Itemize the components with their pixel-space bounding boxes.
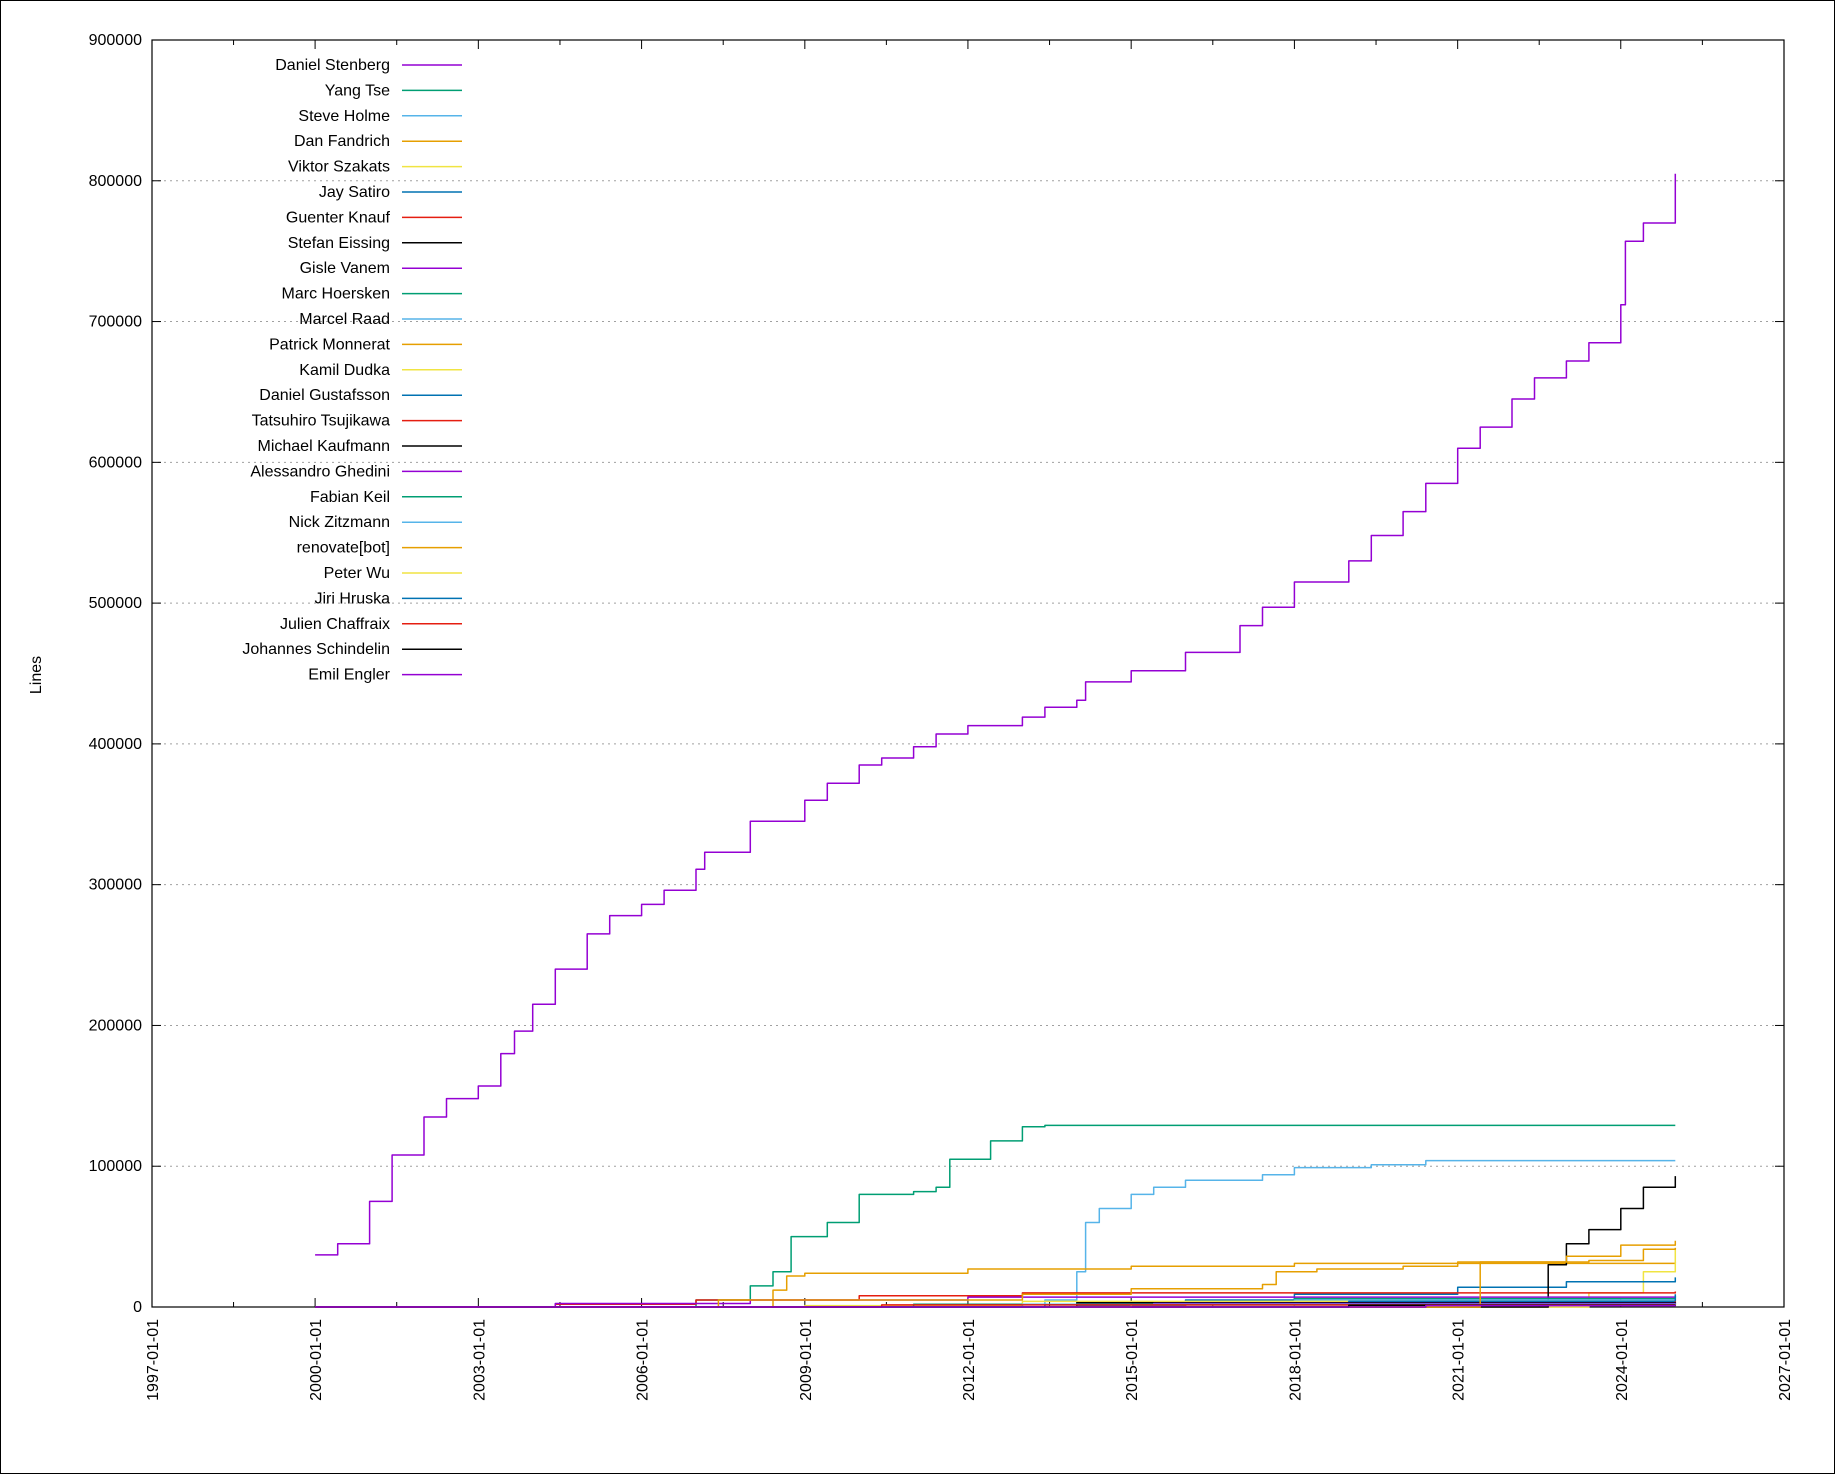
legend-label: Jay Satiro <box>319 184 390 201</box>
legend-label: Steve Holme <box>298 108 390 125</box>
legend: Daniel Stenberg Yang Tse Steve Holme Dan Fa… <box>242 57 462 684</box>
legend-label: renovate[bot] <box>297 540 390 557</box>
y-tick-label: 300000 <box>89 877 142 894</box>
legend-label: Nick Zitzmann <box>289 514 390 531</box>
y-tick-label: 200000 <box>89 1017 142 1034</box>
legend-label: Johannes Schindelin <box>242 641 390 658</box>
legend-label: Viktor Szakats <box>288 159 390 176</box>
y-tick-label: 600000 <box>89 454 142 471</box>
y-tick-label: 400000 <box>89 736 142 753</box>
x-tick-label: 2003-01-01 <box>471 1319 488 1401</box>
x-tick-label: 2015-01-01 <box>1124 1319 1141 1401</box>
legend-label: Peter Wu <box>324 565 390 582</box>
legend-label: Marcel Raad <box>299 311 390 328</box>
series-line <box>315 1247 1677 1308</box>
legend-label: Stefan Eissing <box>288 235 390 252</box>
series-line <box>315 1240 1677 1308</box>
legend-label: Daniel Stenberg <box>275 57 390 74</box>
y-tick-label: 700000 <box>89 314 142 331</box>
y-tick-label: 100000 <box>89 1158 142 1175</box>
legend-label: Yang Tse <box>325 82 390 99</box>
legend-label: Kamil Dudka <box>299 362 390 379</box>
legend-label: Patrick Monnerat <box>269 336 390 353</box>
series-line <box>315 1159 1676 1308</box>
y-tick-label: 0 <box>133 1299 142 1316</box>
x-tick-label: 2012-01-01 <box>961 1319 978 1401</box>
x-tick-label: 1997-01-01 <box>145 1319 162 1401</box>
legend-label: Jiri Hruska <box>314 590 390 607</box>
x-tick-label: 2024-01-01 <box>1614 1319 1631 1401</box>
y-tick-label: 500000 <box>89 595 142 612</box>
legend-label: Gisle Vanem <box>300 260 390 277</box>
y-axis-label: Lines <box>28 656 45 694</box>
x-tick-label: 2006-01-01 <box>635 1319 652 1401</box>
legend-label: Michael Kaufmann <box>257 438 390 455</box>
legend-label: Guenter Knauf <box>286 209 391 226</box>
grid <box>152 180 1784 1167</box>
legend-label: Julien Chaffraix <box>280 616 390 633</box>
x-tick-label: 2000-01-01 <box>308 1319 325 1401</box>
axes: 0 100000 200000 300000 400000 500000 600000 700… <box>89 32 1794 1401</box>
x-tick-label: 2018-01-01 <box>1287 1319 1304 1401</box>
series-lines <box>315 173 1677 1308</box>
y-tick-label: 900000 <box>89 32 142 49</box>
y-tick-label: 800000 <box>89 173 142 190</box>
legend-label: Dan Fandrich <box>294 133 390 150</box>
legend-label: Alessandro Ghedini <box>250 463 390 480</box>
x-tick-label: 2021-01-01 <box>1451 1319 1468 1401</box>
x-tick-label: 2009-01-01 <box>798 1319 815 1401</box>
legend-label: Daniel Gustafsson <box>259 387 390 404</box>
series-line <box>315 173 1677 1256</box>
legend-label: Fabian Keil <box>310 489 390 506</box>
legend-label: Marc Hoersken <box>282 286 390 303</box>
x-tick-label: 2027-01-01 <box>1777 1319 1794 1401</box>
series-line <box>315 1304 1677 1308</box>
legend-label: Tatsuhiro Tsujikawa <box>252 413 391 430</box>
series-line <box>315 1124 1676 1308</box>
series-line <box>315 1262 1677 1308</box>
legend-label: Emil Engler <box>308 667 390 684</box>
